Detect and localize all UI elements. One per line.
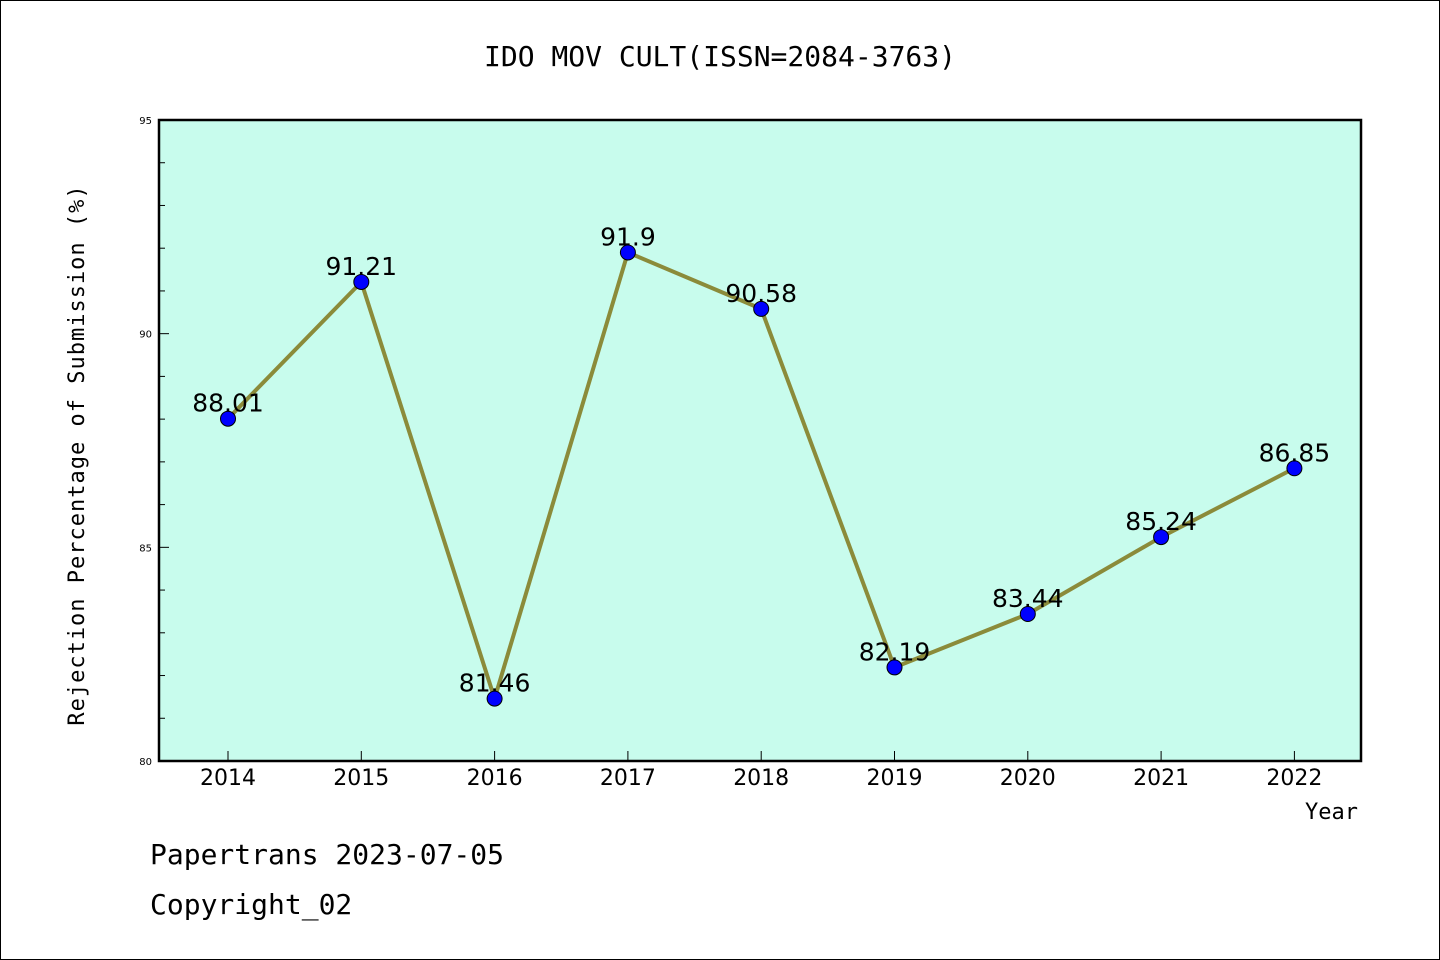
data-point — [1019, 605, 1036, 622]
data-point — [1153, 529, 1170, 546]
data-point — [753, 300, 770, 317]
x-tick-label: 2022 — [1266, 766, 1322, 791]
data-label: 91.21 — [326, 252, 398, 281]
data-label: 85.24 — [1125, 507, 1197, 536]
data-point — [486, 690, 503, 707]
data-label: 90.58 — [725, 279, 797, 308]
y-axis-label: Rejection Percentage of Submission (%) — [65, 184, 90, 725]
data-label: 91.9 — [600, 222, 656, 251]
footer-date: Papertrans 2023-07-05 — [150, 838, 504, 871]
data-labels: 88.01 91.21 81.46 91.9 90.58 82.19 83.44 85.24 8… — [192, 222, 1330, 697]
y-tick-label: 90 — [139, 330, 152, 341]
x-tick-label: 2021 — [1133, 766, 1189, 791]
series-markers — [220, 244, 1303, 707]
x-tick-label: 2016 — [467, 766, 523, 791]
x-tick-label: 2020 — [1000, 766, 1056, 791]
y-tick-label: 95 — [139, 116, 152, 127]
data-point — [886, 659, 903, 676]
data-label: 86.85 — [1259, 438, 1331, 467]
y-tick-label: 80 — [139, 757, 152, 768]
footer-copyright: Copyright_02 — [150, 888, 352, 922]
data-label: 82.19 — [859, 637, 931, 666]
y-axis: 80 85 90 95 — [139, 116, 169, 768]
data-label: 81.46 — [459, 669, 531, 698]
x-axis-label: Year — [1305, 800, 1358, 825]
y-tick-label: 85 — [139, 543, 152, 554]
x-tick-label: 2018 — [733, 766, 789, 791]
data-point — [353, 273, 370, 290]
data-point — [1286, 460, 1303, 477]
chart-title: IDO MOV CULT(ISSN=2084-3763) — [484, 40, 956, 73]
x-tick-label: 2017 — [600, 766, 656, 791]
x-axis: 2014 2015 2016 2017 2018 2019 2020 2021 2022 — [200, 751, 1322, 791]
plot-area — [157, 118, 1363, 763]
x-tick-label: 2019 — [867, 766, 923, 791]
data-point — [220, 410, 236, 427]
x-tick-label: 2015 — [333, 766, 389, 791]
x-tick-label: 2014 — [200, 766, 256, 791]
data-label: 83.44 — [992, 584, 1064, 613]
data-point — [619, 244, 636, 261]
data-label: 88.01 — [192, 389, 264, 418]
